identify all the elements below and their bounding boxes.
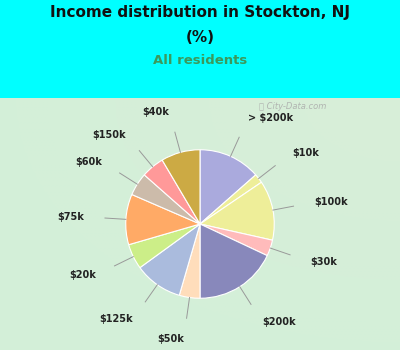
Text: $10k: $10k	[292, 148, 319, 158]
Text: $30k: $30k	[310, 257, 337, 267]
Wedge shape	[144, 160, 200, 224]
Text: $60k: $60k	[75, 157, 102, 167]
Text: $150k: $150k	[92, 130, 126, 140]
Text: $40k: $40k	[142, 107, 169, 117]
Text: > $200k: > $200k	[248, 113, 293, 123]
Wedge shape	[200, 175, 262, 224]
Wedge shape	[140, 224, 200, 295]
Wedge shape	[179, 224, 200, 298]
Text: $200k: $200k	[262, 317, 296, 327]
Text: ⓘ City-Data.com: ⓘ City-Data.com	[259, 103, 326, 111]
Text: (%): (%)	[186, 30, 214, 45]
Text: All residents: All residents	[153, 54, 247, 67]
Text: $20k: $20k	[69, 270, 96, 280]
Wedge shape	[200, 224, 267, 298]
Text: $125k: $125k	[100, 314, 133, 324]
Wedge shape	[126, 195, 200, 245]
Text: Income distribution in Stockton, NJ: Income distribution in Stockton, NJ	[50, 5, 350, 20]
Wedge shape	[200, 224, 272, 256]
Text: $50k: $50k	[157, 334, 184, 344]
Text: $100k: $100k	[314, 197, 348, 207]
Wedge shape	[200, 150, 256, 224]
Wedge shape	[129, 224, 200, 268]
Wedge shape	[200, 182, 274, 240]
Wedge shape	[162, 150, 200, 224]
Wedge shape	[132, 175, 200, 224]
Text: $75k: $75k	[57, 212, 84, 222]
